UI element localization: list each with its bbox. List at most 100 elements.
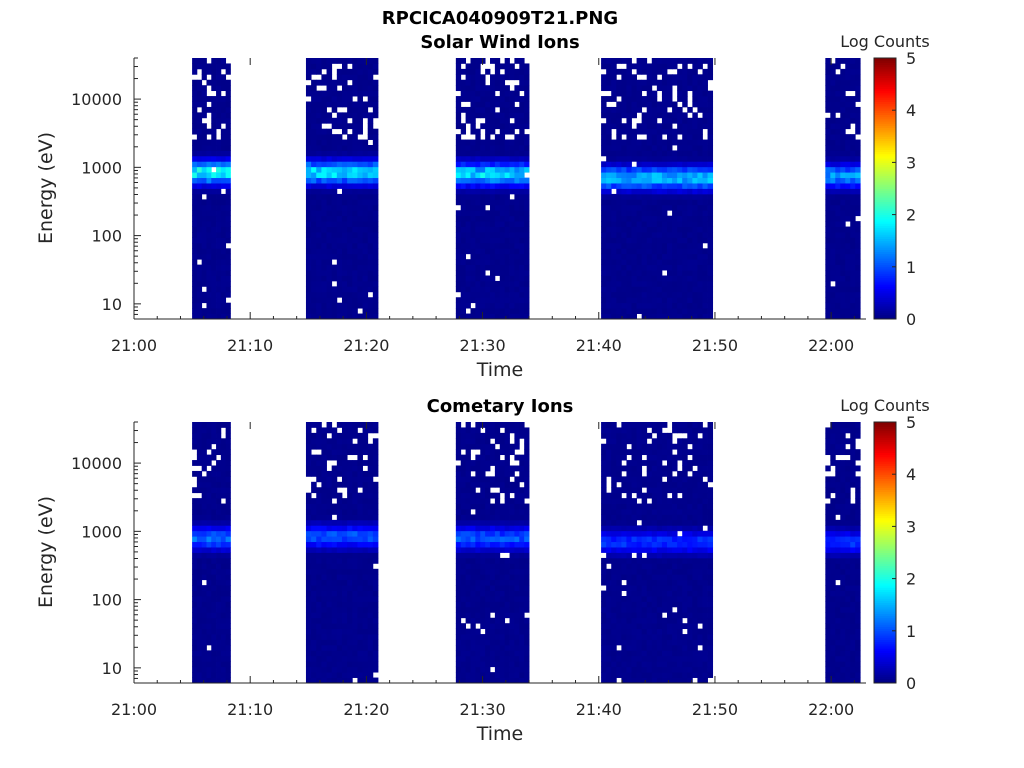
heatmap-cell — [702, 58, 708, 64]
heatmap-cell — [697, 291, 703, 298]
heatmap-cell — [465, 264, 471, 271]
heatmap-cell — [460, 139, 467, 146]
heatmap-cell — [677, 183, 683, 189]
heatmap-cell — [646, 188, 653, 195]
heatmap-cell — [667, 74, 673, 81]
heatmap-cell — [499, 617, 506, 624]
heatmap-cell — [225, 248, 231, 255]
heatmap-cell — [480, 96, 486, 102]
heatmap-cell — [519, 101, 525, 108]
heatmap-cell — [840, 248, 846, 255]
heatmap-cell — [631, 210, 637, 217]
heatmap-cell — [611, 106, 617, 113]
heatmap-cell — [460, 476, 467, 483]
heatmap-cell — [641, 161, 648, 168]
heatmap-cell — [211, 183, 217, 189]
heatmap-cell — [311, 644, 317, 651]
heatmap-cell — [331, 509, 338, 515]
heatmap-cell — [455, 639, 462, 646]
heatmap-cell — [636, 210, 643, 217]
heatmap-cell — [347, 221, 353, 227]
heatmap-cell — [206, 286, 212, 293]
heatmap-cell — [611, 210, 617, 217]
heatmap-cell — [460, 286, 467, 293]
heatmap-cell — [504, 242, 510, 249]
heatmap-cell — [692, 74, 698, 81]
heatmap-cell — [825, 226, 831, 233]
colorbar-segment — [874, 179, 896, 183]
heatmap-cell — [211, 427, 217, 434]
heatmap-cell — [509, 199, 515, 206]
heatmap-cell — [362, 210, 369, 217]
heatmap-cell — [465, 183, 471, 189]
heatmap-cell — [220, 204, 227, 211]
heatmap-cell — [494, 215, 501, 222]
heatmap-cell — [631, 237, 637, 244]
heatmap-cell — [524, 585, 530, 591]
heatmap-cell — [702, 74, 708, 81]
heatmap-cell — [305, 253, 312, 260]
heatmap-cell — [367, 661, 374, 668]
heatmap-cell — [514, 139, 520, 146]
heatmap-cell — [485, 617, 491, 624]
heatmap-cell — [601, 286, 607, 293]
colorbar-segment — [874, 158, 896, 161]
heatmap-cell — [480, 166, 486, 173]
heatmap-cell — [201, 661, 207, 668]
heatmap-cell — [372, 237, 379, 244]
heatmap-cell — [321, 574, 327, 581]
heatmap-cell — [835, 226, 841, 233]
heatmap-cell — [201, 541, 207, 548]
heatmap-cell — [475, 672, 481, 678]
heatmap-cell — [855, 90, 861, 97]
heatmap-cell — [211, 639, 217, 646]
heatmap-cell — [606, 465, 612, 472]
heatmap-cell — [636, 270, 643, 276]
heatmap-cell — [352, 139, 358, 146]
heatmap-cell — [480, 90, 486, 97]
heatmap-cell — [702, 259, 708, 266]
heatmap-cell — [850, 204, 856, 211]
heatmap-cell — [682, 264, 688, 271]
heatmap-cell — [835, 232, 841, 238]
heatmap-cell — [850, 58, 856, 64]
heatmap-cell — [206, 481, 212, 488]
heatmap-cell — [347, 172, 353, 179]
colorbar-segment — [874, 214, 896, 218]
heatmap-cell — [840, 259, 846, 266]
heatmap-cell — [646, 161, 653, 168]
heatmap-cell — [311, 117, 317, 124]
heatmap-cell — [347, 650, 353, 657]
heatmap-cell — [606, 117, 612, 124]
heatmap-cell — [470, 161, 476, 168]
heatmap-cell — [455, 443, 462, 450]
colorbar-segment — [874, 266, 896, 270]
heatmap-cell — [651, 177, 658, 184]
heatmap-cell — [341, 280, 348, 287]
heatmap-cell — [372, 128, 379, 135]
heatmap-cell — [336, 601, 343, 608]
heatmap-cell — [216, 432, 222, 439]
heatmap-cell — [475, 470, 481, 477]
heatmap-cell — [606, 128, 612, 135]
heatmap-cell — [311, 617, 317, 624]
heatmap-cell — [192, 585, 198, 591]
heatmap-cell — [357, 606, 363, 613]
heatmap-cell — [372, 601, 379, 608]
heatmap-cell — [357, 644, 363, 651]
heatmap-cell — [631, 308, 637, 314]
heatmap-cell — [455, 672, 462, 678]
heatmap-cell — [519, 672, 525, 678]
heatmap-cell — [192, 427, 198, 434]
heatmap-cell — [494, 112, 501, 119]
heatmap-cell — [601, 623, 607, 630]
heatmap-cell — [460, 221, 467, 227]
heatmap-cell — [470, 579, 476, 586]
heatmap-cell — [475, 639, 481, 646]
heatmap-cell — [499, 155, 506, 162]
heatmap-cell — [331, 232, 338, 238]
heatmap-cell — [470, 650, 476, 657]
heatmap-cell — [326, 617, 333, 624]
heatmap-cell — [480, 74, 486, 81]
heatmap-cell — [341, 155, 348, 162]
